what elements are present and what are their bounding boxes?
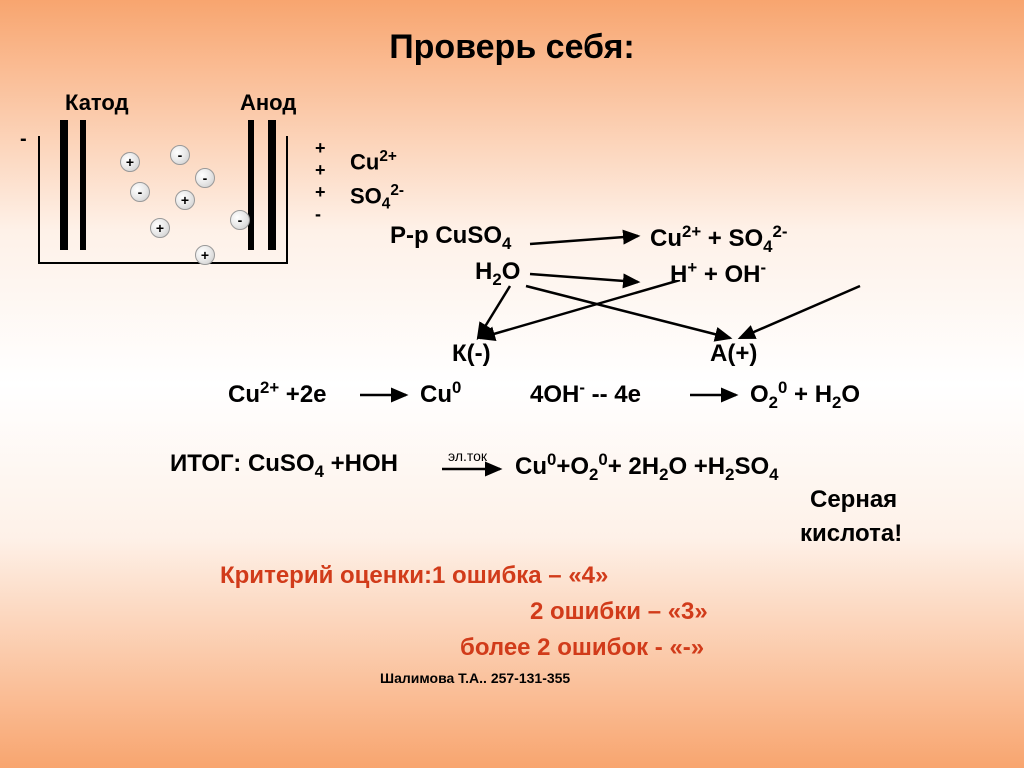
acid-label-2: кислота!: [800, 520, 902, 548]
solution-plus-ion: +: [175, 190, 195, 210]
solution-plus-ion: +: [150, 218, 170, 238]
anode-a-label: А(+): [710, 340, 757, 368]
cathode-arrow: [358, 386, 414, 404]
beaker-right: [286, 136, 288, 264]
anode-plus-ion: +: [315, 138, 326, 159]
criteria-line3: более 2 ошибок - «-»: [460, 634, 704, 662]
acid-label-1: Серная: [810, 486, 897, 514]
cathode-k-label: К(-): [452, 340, 491, 368]
summary-eq: ИТОГ: CuSO4 +HOH: [170, 450, 398, 482]
solution-minus-ion: -: [170, 145, 190, 165]
anode-eq-right: O20 + H2O: [750, 378, 860, 413]
solution-minus-ion: -: [195, 168, 215, 188]
electrolysis-diagram: Катод Анод - +++- ++++---- Cu2+ SO42-: [20, 90, 350, 270]
cathode-electrode-inner: [80, 120, 86, 250]
cathode-eq: Cu2+ +2e: [228, 378, 327, 409]
summary-arrow: [440, 460, 510, 478]
anode-label: Анод: [240, 90, 296, 116]
cu2-label: Cu2+: [350, 148, 397, 175]
cathode-electrode-outer: [60, 120, 68, 250]
anode-minus-ion: -: [315, 204, 321, 225]
footer-credit: Шалимова Т.А.. 257-131-355: [380, 670, 570, 686]
dissoc-line1-right: Cu2+ + SO42-: [650, 222, 787, 257]
dissoc-line1-left: Р-р CuSO4: [390, 222, 511, 254]
summary-eq-right: Cu0+O20+ 2H2O +H2SO4: [515, 450, 779, 485]
anode-electrode-inner: [248, 120, 254, 250]
anode-electrode-outer: [268, 120, 276, 250]
anode-eq-left: 4OH- -- 4e: [530, 378, 641, 409]
down-arrows: [440, 280, 900, 350]
solution-plus-ion: +: [195, 245, 215, 265]
solution-minus-ion: -: [130, 182, 150, 202]
criteria-line1: Критерий оценки:1 ошибка – «4»: [220, 562, 608, 590]
beaker-bottom: [38, 262, 288, 264]
anode-arrow: [688, 386, 744, 404]
cathode-minus-sign: -: [20, 128, 27, 151]
anode-plus-ion: +: [315, 160, 326, 181]
solution-plus-ion: +: [120, 152, 140, 172]
cathode-eq-right: Cu0: [420, 378, 461, 409]
slide-title: Проверь себя:: [0, 28, 1024, 67]
so4-label: SO42-: [350, 182, 404, 214]
cathode-label: Катод: [65, 90, 129, 116]
criteria-line2: 2 ошибки – «3»: [530, 598, 708, 626]
anode-plus-ion: +: [315, 182, 326, 203]
solution-minus-ion: -: [230, 210, 250, 230]
beaker-left: [38, 136, 40, 264]
